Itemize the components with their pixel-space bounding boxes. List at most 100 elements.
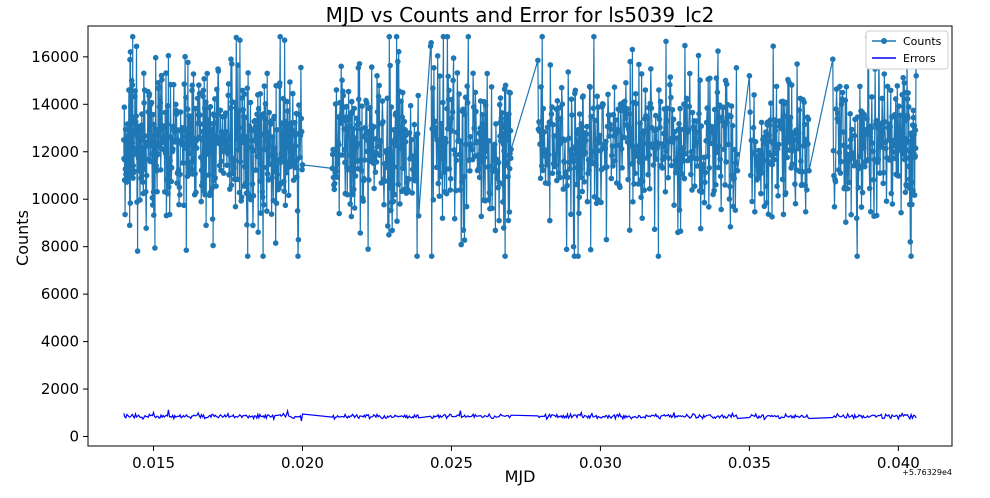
counts-point (856, 163, 863, 169)
counts-point (131, 168, 137, 174)
counts-point (704, 105, 710, 111)
counts-point (842, 97, 849, 104)
counts-point (431, 65, 437, 71)
counts-point (250, 222, 256, 229)
x-tick-label: 0.025 (430, 454, 473, 472)
counts-point (847, 137, 854, 143)
counts-point (329, 151, 336, 158)
counts-point (629, 46, 636, 53)
counts-point (657, 98, 664, 105)
counts-point (488, 84, 495, 90)
counts-point (905, 104, 912, 110)
counts-point (894, 83, 901, 89)
counts-point (838, 101, 845, 108)
counts-point (410, 153, 417, 159)
counts-point (157, 100, 164, 106)
counts-point (142, 133, 148, 139)
counts-point (236, 189, 243, 196)
counts-point (356, 120, 362, 127)
counts-point (280, 134, 286, 141)
counts-point (462, 94, 469, 101)
counts-point (657, 124, 663, 131)
counts-point (591, 33, 597, 40)
counts-point (796, 107, 802, 113)
counts-point (232, 203, 239, 210)
counts-point (399, 114, 406, 120)
counts-point (274, 127, 280, 133)
counts-point (400, 165, 407, 172)
counts-point (386, 33, 393, 40)
counts-point (207, 103, 214, 110)
counts-point (470, 104, 477, 110)
counts-point (538, 84, 544, 90)
counts-point (553, 162, 559, 168)
counts-point (154, 188, 160, 195)
counts-point (750, 124, 757, 131)
counts-point (209, 216, 216, 222)
counts-point (128, 77, 135, 84)
counts-point (598, 199, 604, 206)
counts-point (155, 80, 161, 86)
counts-point (264, 70, 271, 77)
counts-point (665, 155, 672, 161)
counts-point (660, 143, 667, 150)
counts-point (802, 209, 809, 215)
counts-point (385, 223, 391, 229)
counts-point (913, 73, 919, 79)
counts-point (331, 180, 338, 187)
counts-point (261, 83, 268, 89)
counts-point (628, 143, 634, 149)
counts-point (654, 144, 661, 151)
counts-point (626, 227, 633, 233)
counts-point (268, 121, 274, 127)
counts-point (838, 158, 844, 165)
counts-point (780, 211, 787, 218)
counts-point (247, 99, 254, 106)
counts-point (901, 80, 908, 86)
counts-point (757, 149, 763, 156)
counts-point (681, 175, 688, 182)
counts-point (506, 165, 513, 172)
counts-point (165, 190, 171, 197)
counts-point (362, 157, 368, 163)
counts-point (907, 239, 914, 245)
counts-point (334, 174, 341, 180)
counts-point (752, 209, 758, 215)
counts-point (703, 138, 709, 144)
chart-title: MJD vs Counts and Error for ls5039_lc2 (326, 3, 715, 27)
counts-point (906, 163, 912, 170)
counts-point (149, 202, 156, 208)
counts-point (795, 145, 801, 152)
counts-point (478, 213, 485, 220)
counts-point (588, 113, 594, 120)
counts-point (125, 178, 131, 184)
counts-point (458, 241, 465, 248)
counts-point (124, 121, 131, 127)
y-tick-label: 16000 (31, 48, 79, 66)
counts-point (299, 162, 306, 168)
counts-point (869, 140, 876, 146)
counts-point (163, 70, 169, 76)
counts-point (789, 161, 795, 167)
counts-point (715, 48, 721, 54)
counts-point (910, 187, 916, 194)
counts-point (177, 171, 183, 178)
counts-point (357, 157, 364, 163)
counts-point (143, 189, 149, 195)
counts-point (411, 121, 418, 128)
axis-ticks: 0.015 0.020 0.025 0.030 0.035 0.040 0 2000 4000 6… (31, 48, 920, 472)
counts-point (192, 170, 198, 177)
counts-point (760, 157, 767, 164)
counts-point (337, 99, 343, 106)
counts-point (389, 227, 396, 234)
counts-point (453, 187, 459, 194)
counts-point (632, 170, 638, 177)
counts-point (237, 37, 243, 43)
counts-point (483, 148, 489, 155)
counts-point (129, 135, 135, 141)
counts-point (256, 118, 263, 124)
counts-point (845, 158, 851, 164)
counts-point (415, 92, 422, 99)
counts-point (440, 99, 446, 106)
counts-point (908, 138, 914, 144)
